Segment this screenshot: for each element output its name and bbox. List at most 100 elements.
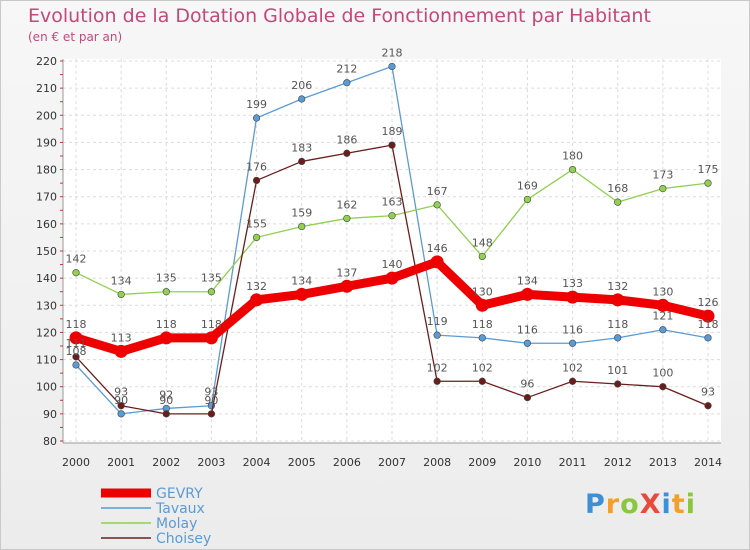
data-label-gevry: 118 (66, 318, 87, 331)
data-label-molay: 148 (472, 236, 493, 249)
series-layer (69, 62, 715, 418)
data-label-gevry: 132 (246, 280, 267, 293)
data-point-gevry (475, 298, 489, 312)
data-point-tavaux (433, 331, 441, 339)
data-point-molay (388, 212, 396, 220)
x-tick-label: 2014 (694, 456, 722, 469)
data-label-molay: 163 (382, 196, 403, 209)
data-point-choisey (252, 176, 261, 185)
data-label-tavaux: 199 (246, 98, 267, 111)
data-label-choisey: 90 (159, 394, 173, 407)
data-label-tavaux: 118 (698, 318, 719, 331)
data-label-molay: 135 (201, 272, 222, 285)
x-tick-label: 2008 (423, 456, 451, 469)
x-tick-label: 2005 (288, 456, 316, 469)
data-point-choisey (72, 353, 80, 361)
data-label-gevry: 134 (517, 274, 538, 287)
x-tick-label: 2007 (378, 456, 406, 469)
data-point-gevry (385, 271, 399, 285)
data-point-choisey (388, 141, 396, 149)
axes: 8090100110120130140150160170180190200210… (36, 55, 722, 469)
data-label-choisey: 189 (382, 125, 403, 138)
y-tick-label: 80 (43, 435, 57, 448)
data-point-molay (343, 214, 351, 223)
x-tick-label: 2000 (62, 456, 90, 469)
data-point-gevry (701, 309, 715, 323)
data-point-tavaux (343, 79, 351, 87)
legend-label-molay: Molay (156, 516, 197, 532)
data-label-tavaux: 212 (336, 63, 357, 76)
data-point-molay (298, 222, 306, 231)
data-label-choisey: 100 (652, 367, 673, 380)
y-tick-label: 180 (36, 164, 57, 177)
legend-label-gevry: GEVRY (156, 486, 203, 502)
x-tick-label: 2001 (107, 456, 135, 469)
data-label-molay: 167 (427, 185, 448, 198)
legend-label-choisey: Choisey (156, 531, 211, 547)
data-point-choisey (162, 410, 170, 418)
data-point-choisey (704, 402, 712, 410)
data-labels: 118 113 118 118 132 134 137 140 146 130 134 133 132 1… (66, 46, 719, 406)
data-label-tavaux: 119 (427, 315, 448, 328)
data-label-gevry: 137 (336, 266, 357, 279)
data-label-gevry: 130 (472, 285, 493, 298)
data-label-gevry: 126 (698, 296, 719, 309)
data-point-molay (117, 290, 125, 299)
y-tick-label: 150 (36, 245, 57, 258)
data-point-gevry (340, 279, 354, 293)
data-point-molay (433, 201, 441, 209)
y-tick-label: 90 (43, 408, 57, 421)
data-point-gevry (656, 298, 670, 312)
data-label-gevry: 140 (382, 258, 403, 271)
data-point-molay (252, 233, 261, 242)
y-tick-label: 100 (36, 381, 57, 394)
data-label-choisey: 102 (427, 361, 448, 374)
data-point-gevry (520, 287, 534, 301)
data-point-tavaux (388, 62, 396, 71)
legend-label-tavaux: Tavaux (155, 501, 205, 517)
data-point-choisey (568, 377, 577, 385)
data-label-choisey: 93 (114, 386, 128, 399)
data-label-tavaux: 92 (159, 388, 173, 401)
data-label-choisey: 102 (472, 361, 493, 374)
data-point-molay (523, 195, 532, 204)
data-point-molay (207, 288, 216, 296)
x-tick-label: 2010 (513, 456, 541, 469)
data-point-molay (478, 252, 486, 261)
data-label-gevry: 133 (562, 277, 583, 290)
data-point-choisey (207, 410, 216, 418)
data-label-molay: 175 (698, 163, 719, 176)
data-label-choisey: 183 (291, 141, 312, 154)
data-label-tavaux: 116 (517, 323, 538, 336)
data-label-gevry: 130 (652, 285, 673, 298)
y-tick-label: 140 (36, 272, 57, 285)
data-label-gevry: 134 (291, 274, 312, 287)
data-point-gevry (250, 293, 264, 307)
data-point-choisey (478, 377, 486, 385)
data-point-gevry (611, 293, 625, 307)
data-label-molay: 169 (517, 179, 538, 192)
data-point-tavaux (117, 410, 125, 418)
data-point-tavaux (298, 95, 306, 103)
x-tick-label: 2004 (243, 456, 271, 469)
data-point-molay (72, 269, 80, 277)
data-point-choisey (614, 380, 622, 388)
data-label-choisey: 176 (246, 160, 267, 173)
data-label-tavaux: 218 (382, 46, 403, 59)
y-tick-label: 120 (36, 326, 57, 339)
data-label-choisey: 96 (520, 378, 534, 391)
data-label-choisey: 186 (336, 133, 357, 146)
data-point-choisey (298, 157, 306, 166)
y-tick-label: 160 (36, 218, 57, 231)
data-label-molay: 135 (156, 272, 177, 285)
data-label-choisey: 102 (562, 361, 583, 374)
data-label-tavaux: 206 (291, 79, 312, 92)
data-point-molay (568, 165, 577, 174)
data-point-gevry (204, 331, 218, 345)
data-label-molay: 134 (111, 274, 132, 287)
y-tick-label: 220 (36, 55, 57, 68)
data-label-molay: 159 (291, 207, 312, 220)
data-label-tavaux: 108 (66, 345, 87, 358)
data-label-molay: 142 (66, 253, 87, 266)
